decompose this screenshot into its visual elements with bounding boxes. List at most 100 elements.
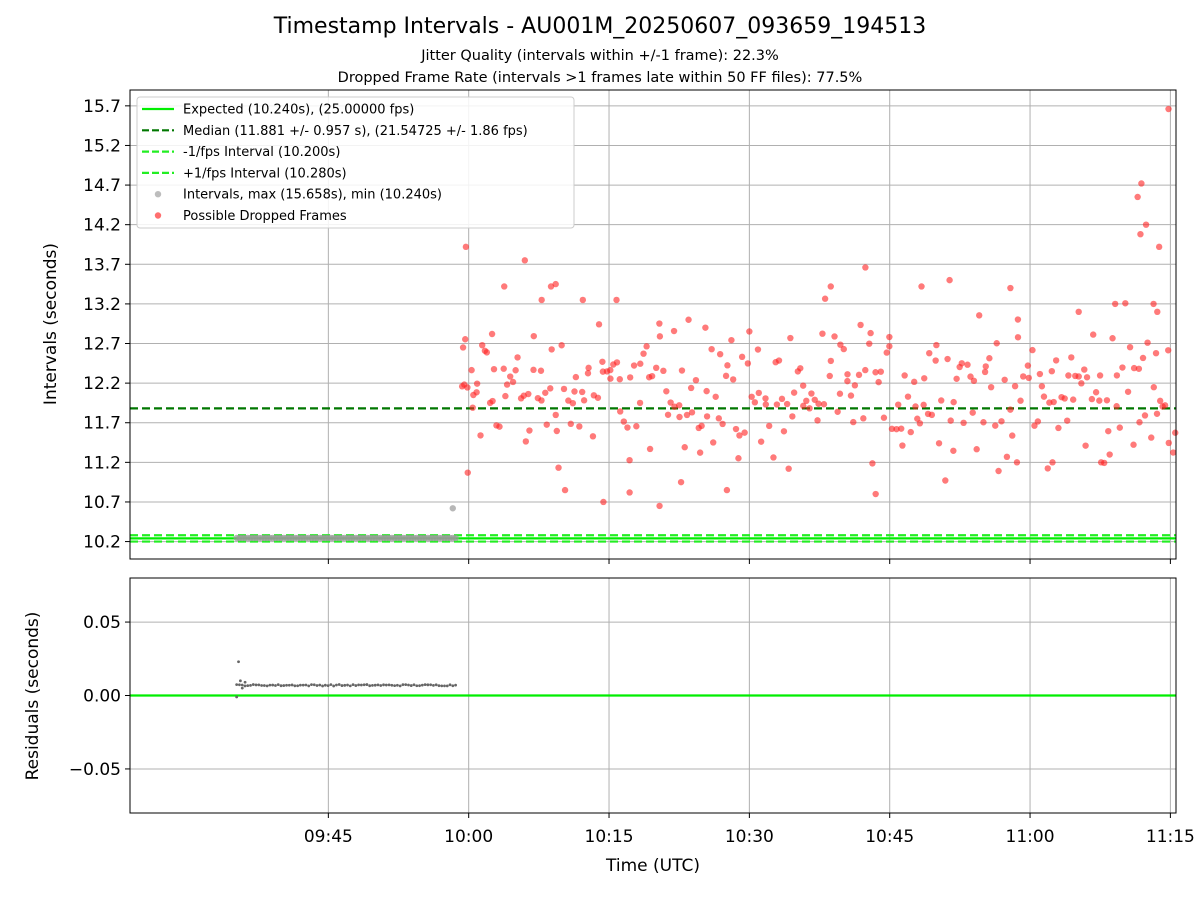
dropped-frame-point <box>877 368 884 375</box>
residual-point <box>246 684 250 687</box>
dropped-frame-point <box>1050 398 1057 406</box>
residual-point <box>243 684 247 688</box>
dropped-frame-point <box>667 399 674 406</box>
dropped-frame-point <box>862 264 869 271</box>
dropped-frame-point <box>716 350 724 358</box>
dropped-frame-point <box>814 417 821 424</box>
dropped-frame-point <box>723 486 731 494</box>
dropped-frame-point <box>757 438 765 445</box>
dropped-frame-point <box>708 345 715 353</box>
dropped-frame-point <box>526 427 533 434</box>
dropped-frame-point <box>1111 300 1119 308</box>
dropped-frame-point <box>537 367 545 374</box>
residual-point <box>238 683 241 687</box>
dropped-frame-point <box>970 377 978 385</box>
residual-point <box>423 683 427 687</box>
dropped-frame-point <box>744 360 752 367</box>
dropped-frame-point <box>626 374 634 381</box>
dropped-frame-point <box>860 415 867 422</box>
residual-point <box>268 683 272 687</box>
dropped-frame-point <box>1029 346 1036 354</box>
dropped-frame-point <box>738 353 746 361</box>
residual-point <box>418 684 421 688</box>
dropped-frame-point <box>473 389 480 396</box>
dropped-frame-point <box>1065 372 1072 379</box>
dropped-frame-point <box>735 455 742 462</box>
dropped-frame-point <box>1019 373 1027 380</box>
dropped-frame-point <box>819 330 826 337</box>
residual-point <box>323 683 327 687</box>
dropped-frame-point <box>599 358 606 365</box>
dropped-frame-point <box>1088 395 1096 403</box>
residual-point <box>412 683 416 687</box>
dropped-frame-point <box>1170 449 1177 456</box>
residual-point <box>390 683 394 687</box>
dropped-frame-point <box>950 398 957 406</box>
dropped-frame-point <box>464 469 471 476</box>
dropped-frame-point <box>976 312 983 319</box>
dropped-frame-point <box>820 401 828 408</box>
dropped-frame-point <box>1109 335 1116 342</box>
legend-entry-label: Expected (10.240s), (25.00000 fps) <box>183 103 414 118</box>
legend-entry-label: Intervals, max (15.658s), min (10.240s) <box>183 188 442 203</box>
residual-point <box>304 683 308 687</box>
dropped-frame-point <box>613 296 620 304</box>
residual-point <box>285 683 288 687</box>
dropped-frame-point <box>826 372 833 380</box>
dropped-frame-point <box>1161 402 1169 409</box>
dropped-frame-point <box>862 366 869 374</box>
dropped-frame-point <box>1101 459 1108 467</box>
dropped-frame-point <box>509 378 517 386</box>
y-tick-label: 11.2 <box>83 453 121 473</box>
dropped-frame-point <box>834 408 841 415</box>
dropped-frame-point <box>867 329 874 337</box>
y-tick-label: 10.2 <box>83 533 121 553</box>
y-tick-label: 13.7 <box>83 255 121 275</box>
residual-point <box>279 684 283 688</box>
residual-point <box>451 684 455 688</box>
y-tick-label: 15.7 <box>83 97 121 117</box>
dropped-frame-point <box>630 362 638 369</box>
dropped-frame-point <box>692 376 700 384</box>
dropped-frame-point <box>1126 343 1134 351</box>
dropped-frame-point <box>844 377 851 385</box>
dropped-frame-point <box>1141 412 1149 419</box>
legend-box <box>136 96 575 229</box>
dropped-frame-point <box>1025 374 1032 382</box>
dropped-frame-point <box>1156 397 1164 405</box>
residual-point <box>293 684 297 688</box>
residual-point <box>260 684 263 687</box>
dropped-frame-point <box>1152 349 1160 357</box>
dropped-frame-point <box>1001 376 1008 383</box>
dropped-frame-point <box>736 432 743 439</box>
dropped-frame-point <box>803 397 810 405</box>
dropped-frame-point <box>880 414 888 421</box>
dropped-frame-point <box>815 400 822 407</box>
dropped-frame-point <box>920 401 927 409</box>
dropped-frame-point <box>468 366 475 374</box>
residual-point <box>393 684 397 688</box>
dropped-frame-point <box>715 415 723 422</box>
dropped-frame-point <box>558 342 565 349</box>
legend-entry-label: Possible Dropped Frames <box>183 209 347 224</box>
dropped-frame-point <box>688 409 696 416</box>
dropped-frame-point <box>866 340 873 347</box>
dropped-frame-point <box>907 428 914 436</box>
dropped-frame-point <box>624 424 631 431</box>
legend: Expected (10.240s), (25.00000 fps) Median… <box>136 96 575 229</box>
dropped-frame-point <box>799 382 807 389</box>
dropped-frame-point <box>754 346 762 353</box>
residual-point <box>429 683 433 687</box>
legend-marker-swatch <box>154 212 162 219</box>
dropped-frame-point <box>741 429 748 436</box>
residual-point <box>426 683 430 687</box>
dropped-frame-point <box>633 423 640 430</box>
residual-point <box>310 683 313 687</box>
dropped-frame-point <box>702 324 709 331</box>
dropped-frame-point <box>1136 419 1143 426</box>
residual-y-tick-label: 0.05 <box>83 613 121 633</box>
dropped-frame-point <box>643 343 650 350</box>
dropped-frame-point <box>980 419 987 426</box>
dropped-frame-point <box>607 375 614 382</box>
dropped-frame-point <box>663 388 670 395</box>
